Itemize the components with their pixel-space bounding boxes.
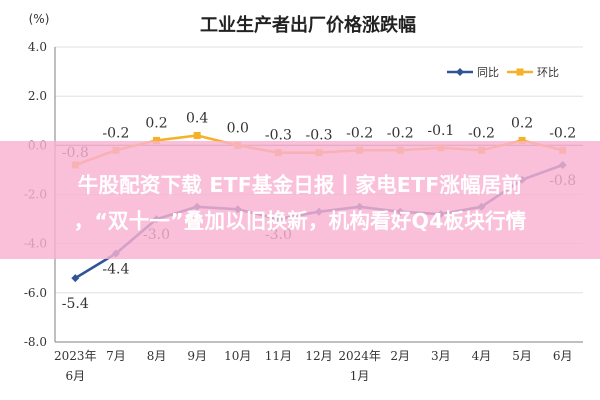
data-label: 0.4 <box>186 111 208 127</box>
legend: 同比 环比 <box>447 66 559 79</box>
banner-headline-line2: ，“双十一”叠加以旧换新，机构看好Q4板块行情 <box>73 209 527 233</box>
legend-marker <box>516 68 524 76</box>
x-tick-labels: 2023年 6月 7月 8月 9月 10月 11月 12月 2024年 1月 2月 3月 4月 5月 6月 <box>54 349 572 383</box>
data-label: -0.3 <box>306 128 333 144</box>
legend-marker <box>456 68 464 76</box>
data-point <box>518 136 526 144</box>
banner-headline-line1: 牛股配资下载 ETF基金日报丨家电ETF涨幅居前 <box>77 173 523 197</box>
data-label: 0.0 <box>227 120 249 136</box>
x-tick-label: 6月 <box>65 369 85 383</box>
data-label: -0.1 <box>427 123 454 139</box>
legend-label: 同比 <box>477 66 499 79</box>
x-tick-label: 2024年 <box>338 349 381 363</box>
x-tick-label: 4月 <box>472 349 492 363</box>
y-tick-label: 4.0 <box>28 40 47 54</box>
data-label: -5.4 <box>62 296 89 312</box>
y-axis-unit-label: (%) <box>29 12 50 26</box>
chart-title: 工业生产者出厂价格涨跌幅 <box>200 14 416 36</box>
x-tick-label: 3月 <box>431 349 451 363</box>
data-label: -0.2 <box>549 125 576 141</box>
data-point <box>193 132 201 139</box>
x-tick-label: 5月 <box>512 349 532 363</box>
y-tick-label: -6.0 <box>24 286 47 300</box>
y-tick-label: 2.0 <box>28 89 47 103</box>
x-tick-label: 2023年 <box>54 349 97 363</box>
data-label: -0.2 <box>102 125 129 141</box>
x-tick-label: 11月 <box>265 349 292 363</box>
x-tick-label: 10月 <box>224 349 251 363</box>
data-label: -0.2 <box>468 125 495 141</box>
data-point <box>71 274 80 283</box>
x-tick-label: 7月 <box>106 349 126 363</box>
x-tick-label: 12月 <box>305 349 332 363</box>
x-tick-label: 1月 <box>350 369 370 383</box>
data-label: 0.2 <box>145 115 167 131</box>
x-tick-label: 9月 <box>187 349 207 363</box>
data-label: -4.4 <box>102 262 129 278</box>
x-tick-label: 2月 <box>390 349 410 363</box>
data-label: 0.2 <box>511 115 533 131</box>
x-tick-label: 6月 <box>553 349 573 363</box>
data-label: -0.3 <box>265 128 292 144</box>
y-tick-label: -8.0 <box>24 335 47 349</box>
legend-label: 环比 <box>537 66 559 79</box>
data-label: -0.2 <box>346 125 373 141</box>
news-banner-overlay: 牛股配资下载 ETF基金日报丨家电ETF涨幅居前 ，“双十一”叠加以旧换新，机构… <box>0 141 600 259</box>
x-tick-label: 8月 <box>147 349 167 363</box>
data-label: -0.2 <box>387 125 414 141</box>
data-point <box>153 136 161 144</box>
